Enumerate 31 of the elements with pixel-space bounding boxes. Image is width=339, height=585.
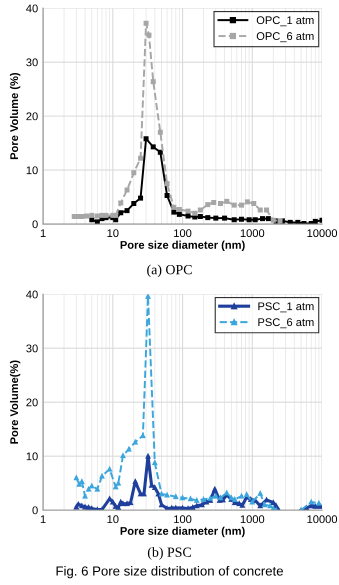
legend-label: OPC_6 atm: [256, 32, 314, 42]
y-tick-label: 10: [26, 166, 38, 174]
y-tick-label: 40: [26, 290, 38, 298]
y-tick-label: 10: [26, 452, 38, 460]
y-tick-label: 30: [26, 344, 38, 352]
x-tick-label: 10: [107, 229, 119, 238]
x-tick-label: 1000: [240, 515, 264, 524]
legend-label: PSC_1 atm: [258, 302, 314, 312]
text: (a) OPC: [147, 264, 192, 278]
y-tick-label: 30: [26, 58, 38, 66]
y-tick-label: 20: [26, 398, 38, 406]
x-tick-label: 1: [40, 515, 46, 524]
y-axis-title: Pore Volume (%): [10, 72, 20, 160]
y-tick-label: 0: [32, 506, 38, 514]
y-tick-label: 0: [32, 220, 38, 228]
x-tick-label: 10000: [307, 229, 338, 238]
x-tick-label: 100: [174, 229, 192, 238]
y-axis-title: Pore Volume(%): [10, 360, 20, 444]
y-tick-label: 40: [26, 4, 38, 12]
x-tick-label: 10: [107, 515, 119, 524]
y-tick-label: 20: [26, 112, 38, 120]
x-axis-title: Pore size diameter (nm): [120, 240, 245, 252]
x-tick-label: 10000: [307, 515, 338, 524]
legend-label: OPC_1 atm: [256, 16, 314, 26]
text: (b) PSC: [148, 547, 191, 560]
caption: Fig. 6 Pore size distribution of concrete: [56, 566, 283, 578]
x-tick-label: 1: [40, 229, 46, 237]
x-tick-label: 1000: [240, 229, 264, 238]
legend-label: PSC_6 atm: [258, 318, 314, 328]
x-axis-title: Pore size diameter (nm): [120, 526, 245, 538]
x-tick-label: 100: [174, 515, 192, 524]
